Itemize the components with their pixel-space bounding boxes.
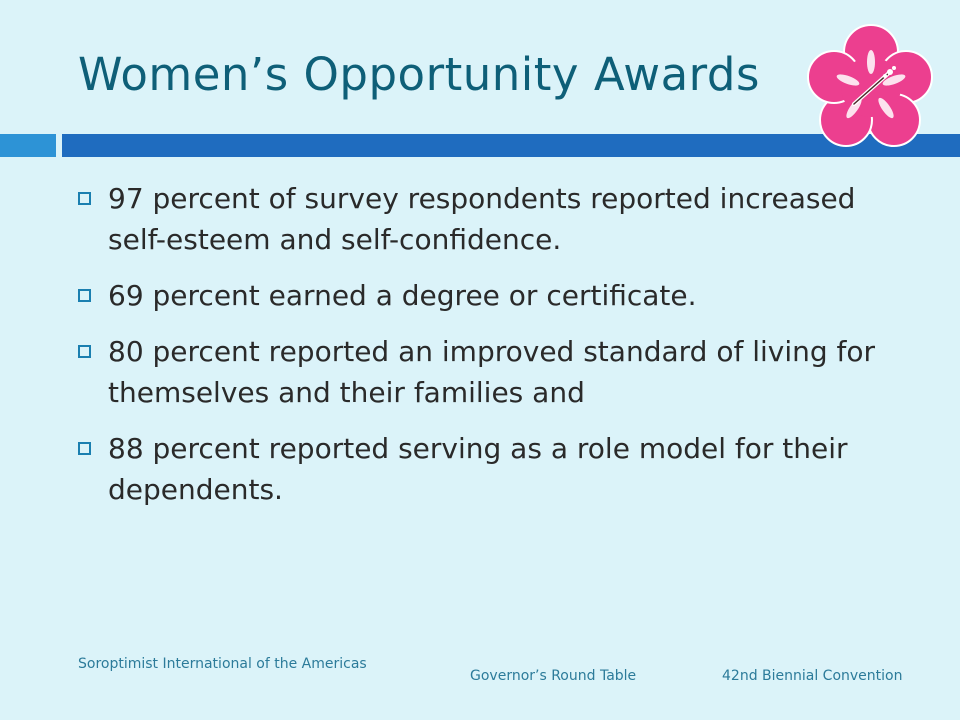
list-item: 80 percent reported an improved standard… [78,331,878,413]
footer-event: Governor’s Round Table [470,668,637,684]
bullet-text: 80 percent reported an improved standard… [108,335,876,409]
square-bullet-icon [78,192,91,205]
hibiscus-flower-icon [807,24,933,147]
header-accent-bar [62,134,960,157]
header-accent-bar-left [0,134,56,157]
slide-title: Women’s Opportunity Awards [78,48,760,101]
footer-convention: 42nd Biennial Convention [722,668,903,684]
list-item: 97 percent of survey respondents reporte… [78,178,878,260]
footer-organization: Soroptimist International of the America… [78,656,367,672]
bullet-text: 69 percent earned a degree or certificat… [108,279,697,312]
square-bullet-icon [78,289,91,302]
list-item: 88 percent reported serving as a role mo… [78,428,878,510]
bullet-text: 88 percent reported serving as a role mo… [108,432,848,506]
square-bullet-icon [78,345,91,358]
list-item: 69 percent earned a degree or certificat… [78,275,878,316]
bullet-text: 97 percent of survey respondents reporte… [108,182,856,256]
square-bullet-icon [78,442,91,455]
bullet-list: 97 percent of survey respondents reporte… [78,178,878,525]
